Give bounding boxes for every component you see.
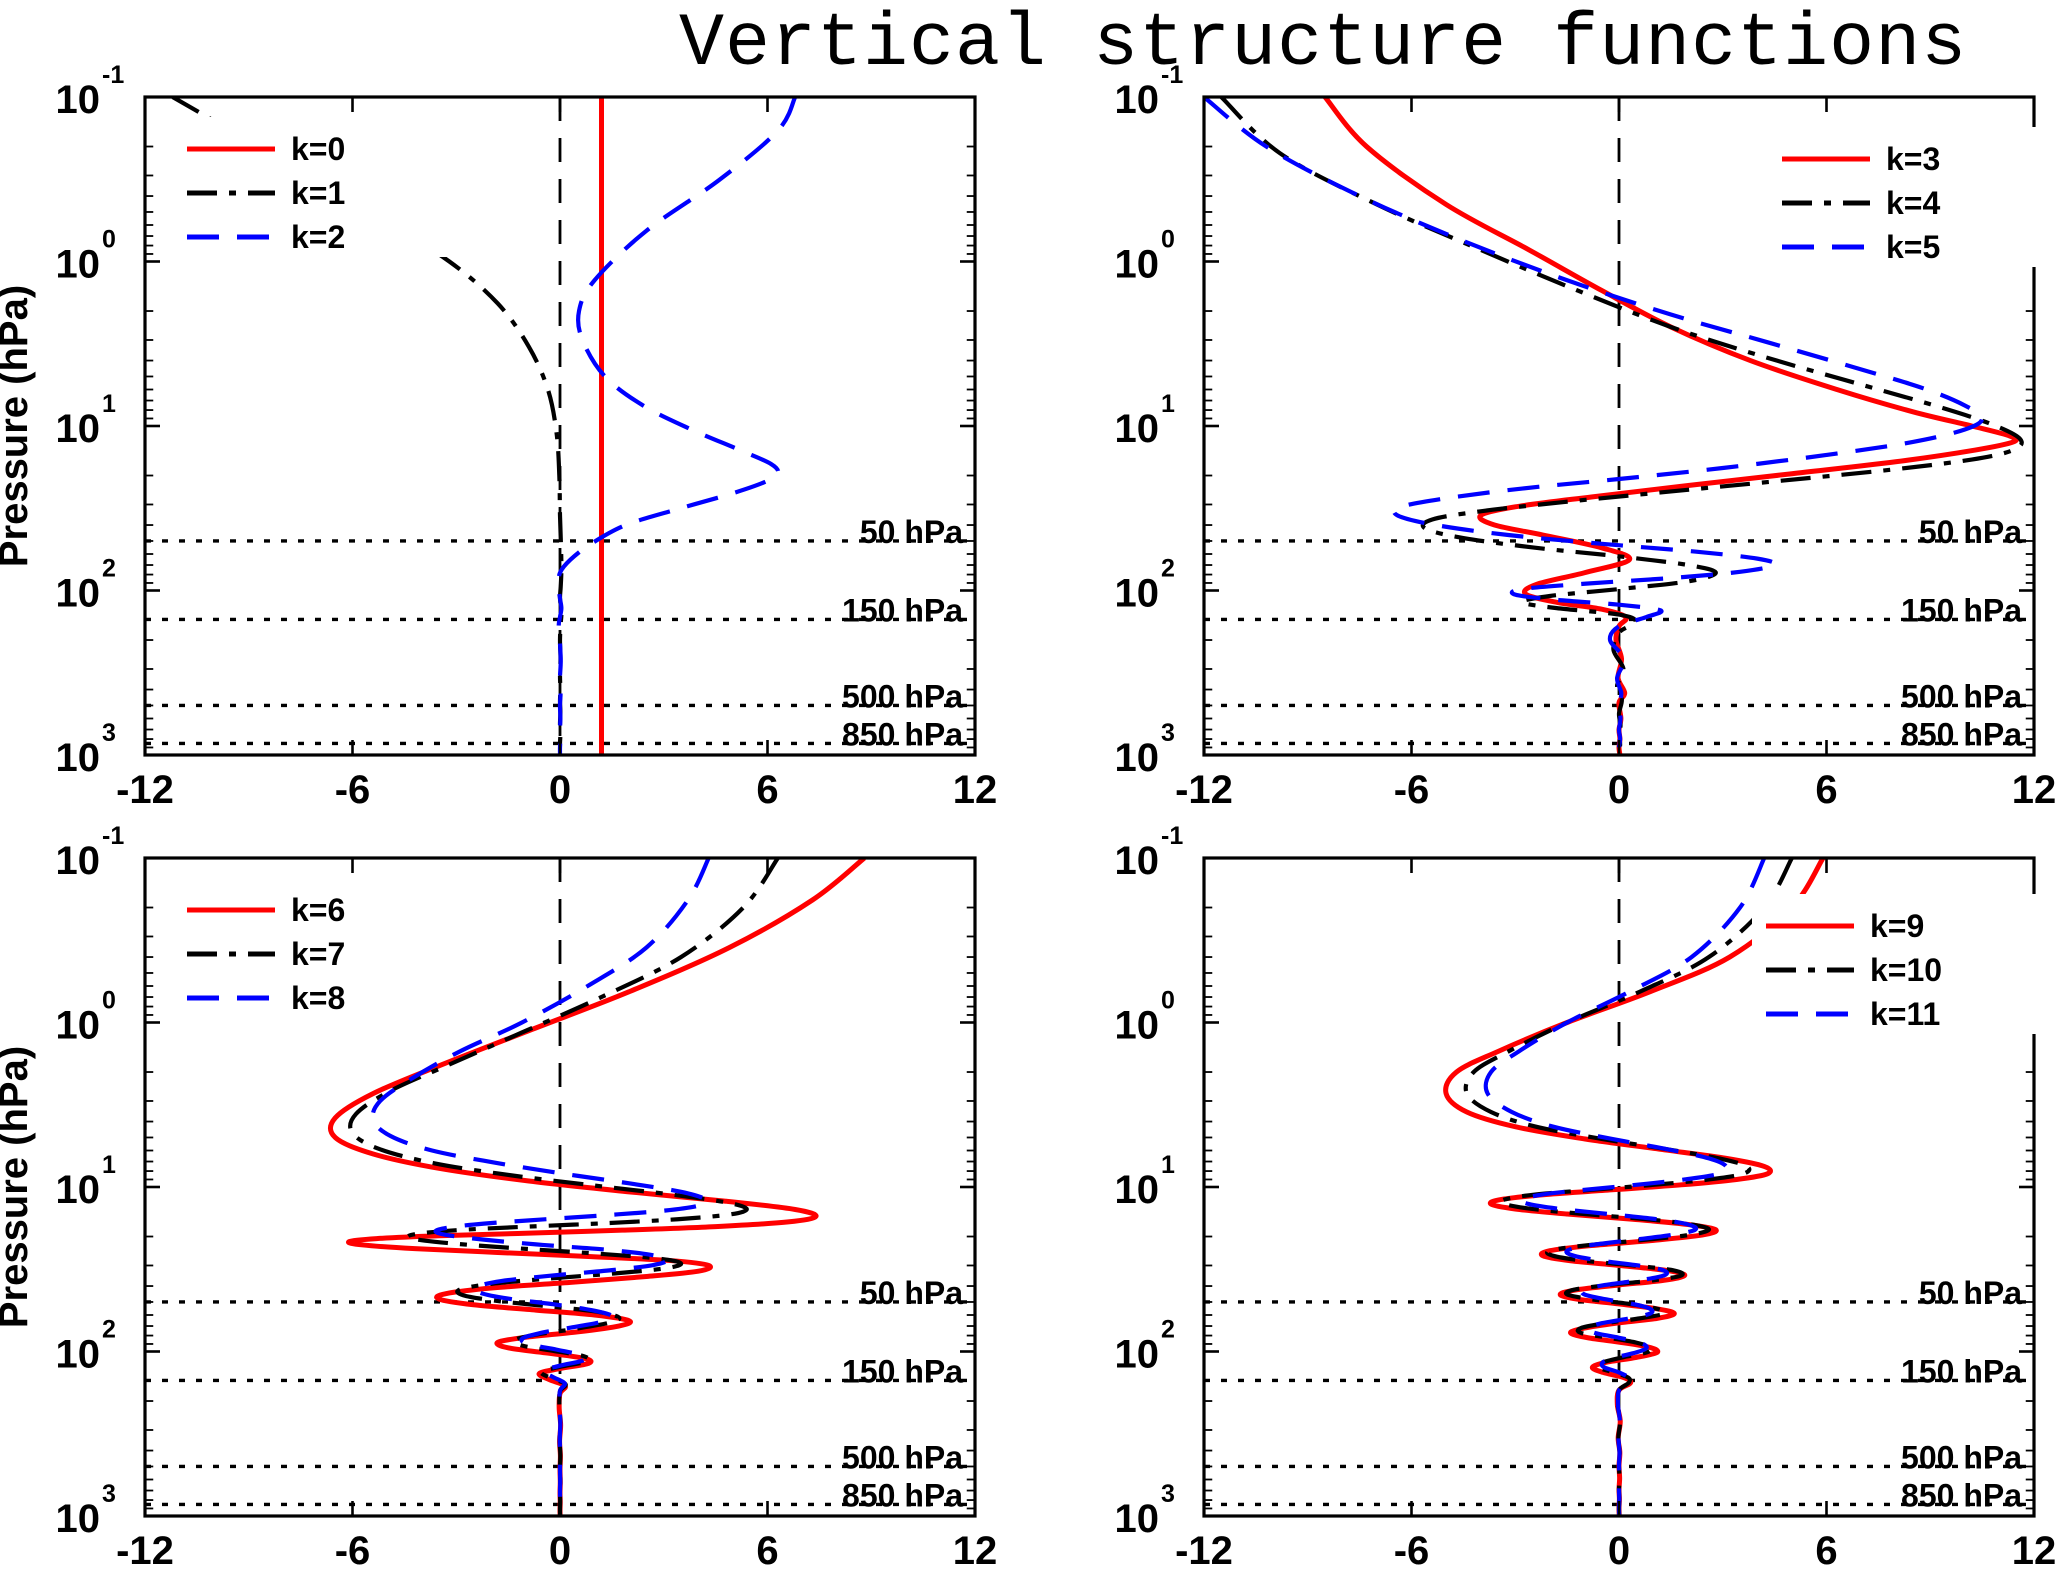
svg-text:2: 2: [102, 1316, 116, 1344]
svg-text:10: 10: [56, 1168, 101, 1212]
svg-text:850 hPa: 850 hPa: [842, 1477, 963, 1513]
svg-text:3: 3: [102, 1480, 116, 1508]
svg-text:500 hPa: 500 hPa: [842, 1439, 963, 1475]
svg-text:10: 10: [1115, 243, 1160, 287]
svg-text:10: 10: [56, 736, 101, 780]
svg-text:-1: -1: [1161, 822, 1183, 850]
svg-text:0: 0: [549, 768, 571, 812]
svg-text:0: 0: [1608, 768, 1630, 812]
svg-text:-1: -1: [102, 61, 124, 89]
svg-text:10: 10: [56, 1004, 101, 1048]
svg-text:2: 2: [102, 555, 116, 583]
svg-text:12: 12: [953, 768, 998, 812]
svg-text:12: 12: [953, 1529, 998, 1573]
svg-text:50 hPa: 50 hPa: [860, 514, 963, 550]
svg-text:-6: -6: [1394, 768, 1430, 812]
svg-text:3: 3: [1161, 1480, 1175, 1508]
svg-text:6: 6: [756, 1529, 778, 1573]
svg-text:k=4: k=4: [1886, 185, 1940, 221]
svg-text:1: 1: [102, 1151, 116, 1179]
svg-text:50 hPa: 50 hPa: [1919, 514, 2022, 550]
svg-text:3: 3: [102, 719, 116, 747]
svg-text:150 hPa: 150 hPa: [842, 1353, 963, 1389]
svg-text:0: 0: [1608, 1529, 1630, 1573]
svg-text:10: 10: [1115, 1004, 1160, 1048]
svg-text:10: 10: [56, 1333, 101, 1377]
svg-text:k=8: k=8: [291, 980, 345, 1016]
svg-text:6: 6: [1815, 768, 1837, 812]
svg-text:10: 10: [1115, 1333, 1160, 1377]
svg-text:2: 2: [1161, 555, 1175, 583]
svg-text:k=6: k=6: [291, 892, 345, 928]
svg-text:2: 2: [1161, 1316, 1175, 1344]
svg-text:k=3: k=3: [1886, 141, 1940, 177]
svg-text:0: 0: [102, 226, 116, 254]
svg-text:850 hPa: 850 hPa: [1901, 1477, 2022, 1513]
svg-text:k=0: k=0: [291, 131, 345, 167]
svg-text:500 hPa: 500 hPa: [842, 678, 963, 714]
svg-text:10: 10: [1115, 839, 1160, 883]
svg-text:850 hPa: 850 hPa: [842, 716, 963, 752]
svg-text:1: 1: [1161, 1151, 1175, 1179]
svg-text:500 hPa: 500 hPa: [1901, 678, 2022, 714]
svg-text:k=9: k=9: [1870, 908, 1924, 944]
svg-text:0: 0: [102, 987, 116, 1015]
svg-text:-12: -12: [116, 768, 174, 812]
svg-text:10: 10: [1115, 572, 1160, 616]
svg-text:1: 1: [102, 390, 116, 418]
svg-text:10: 10: [56, 1497, 101, 1541]
svg-text:6: 6: [756, 768, 778, 812]
svg-text:-6: -6: [335, 1529, 371, 1573]
svg-text:10: 10: [1115, 407, 1160, 451]
svg-text:150 hPa: 150 hPa: [1901, 1353, 2022, 1389]
svg-text:-1: -1: [102, 822, 124, 850]
svg-text:10: 10: [56, 407, 101, 451]
svg-text:850 hPa: 850 hPa: [1901, 716, 2022, 752]
svg-text:10: 10: [1115, 1497, 1160, 1541]
svg-text:-12: -12: [1175, 768, 1233, 812]
svg-text:k=11: k=11: [1870, 996, 1940, 1032]
svg-text:10: 10: [56, 839, 101, 883]
svg-text:-6: -6: [1394, 1529, 1430, 1573]
svg-text:k=5: k=5: [1886, 229, 1940, 265]
svg-text:-6: -6: [335, 768, 371, 812]
svg-text:0: 0: [549, 1529, 571, 1573]
svg-text:-12: -12: [116, 1529, 174, 1573]
svg-text:k=2: k=2: [291, 219, 345, 255]
svg-text:-12: -12: [1175, 1529, 1233, 1573]
svg-text:12: 12: [2012, 768, 2057, 812]
svg-text:10: 10: [56, 78, 101, 122]
svg-text:1: 1: [1161, 390, 1175, 418]
svg-text:150 hPa: 150 hPa: [1901, 592, 2022, 628]
svg-text:0: 0: [1161, 987, 1175, 1015]
svg-text:6: 6: [1815, 1529, 1837, 1573]
svg-text:k=10: k=10: [1870, 952, 1942, 988]
svg-text:50 hPa: 50 hPa: [1919, 1275, 2022, 1311]
svg-text:Pressure (hPa): Pressure (hPa): [0, 1046, 36, 1328]
svg-text:10: 10: [56, 243, 101, 287]
svg-text:500 hPa: 500 hPa: [1901, 1439, 2022, 1475]
svg-text:k=7: k=7: [291, 936, 345, 972]
svg-text:Pressure (hPa): Pressure (hPa): [0, 285, 36, 567]
svg-text:10: 10: [56, 572, 101, 616]
svg-text:0: 0: [1161, 226, 1175, 254]
svg-text:k=1: k=1: [291, 175, 345, 211]
svg-text:150 hPa: 150 hPa: [842, 592, 963, 628]
svg-text:50 hPa: 50 hPa: [860, 1275, 963, 1311]
svg-text:10: 10: [1115, 736, 1160, 780]
svg-text:10: 10: [1115, 1168, 1160, 1212]
svg-text:12: 12: [2012, 1529, 2057, 1573]
svg-text:3: 3: [1161, 719, 1175, 747]
